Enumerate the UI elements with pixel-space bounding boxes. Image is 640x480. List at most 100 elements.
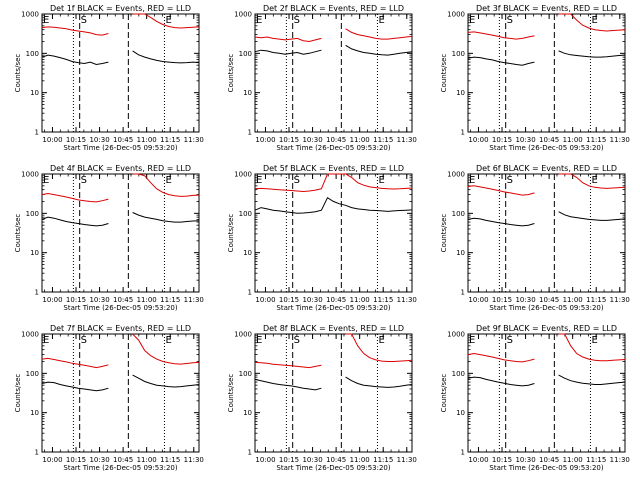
series-line-events-black	[41, 374, 200, 392]
plot-frame	[254, 333, 413, 453]
y-tick-label: 1	[35, 449, 39, 457]
panel-title: Det 3f BLACK = Events, RED = LLD	[476, 4, 617, 13]
x-tick-label: 10:15	[492, 456, 512, 464]
plot-frame	[41, 333, 200, 453]
series-line-lld-red	[254, 173, 413, 193]
detector-panel-2: Det 2f BLACK = Events, RED = LLD 1 10 100 10…	[227, 4, 417, 152]
y-tick-label: 100	[239, 370, 252, 378]
time-marker-label: E	[43, 175, 49, 186]
y-tick-label: 100	[26, 50, 39, 58]
x-tick-label: 11:15	[586, 136, 606, 144]
time-marker-label: E	[165, 15, 171, 26]
series-line-events-black	[467, 50, 626, 66]
x-tick-label: 10:15	[66, 296, 86, 304]
y-tick-label: 1000	[234, 331, 252, 339]
detector-panel-4: Det 4f BLACK = Events, RED = LLD 1 10 100 10…	[14, 164, 204, 312]
y-tick-label: 100	[26, 370, 39, 378]
x-axis-label: Start Time (26-Dec-05 09:53:20)	[276, 144, 390, 152]
y-tick-label: 10	[30, 89, 39, 97]
detector-panel-3: Det 3f BLACK = Events, RED = LLD 1 10 100 10…	[440, 4, 630, 152]
x-tick-label: 11:30	[184, 296, 204, 304]
series-line-events-black	[254, 376, 413, 391]
x-axis-label: Start Time (26-Dec-05 09:53:20)	[276, 464, 390, 472]
x-tick-label: 11:30	[610, 296, 630, 304]
x-tick-label: 10:15	[492, 296, 512, 304]
series-line-events-black	[467, 374, 626, 387]
y-axis-label: Counts/sec	[14, 54, 22, 93]
x-tick-label: 10:00	[42, 136, 62, 144]
plot-frame	[254, 173, 413, 293]
x-tick-label: 10:15	[66, 456, 86, 464]
detector-panel-5: Det 5f BLACK = Events, RED = LLD 1 10 100 10…	[227, 164, 417, 312]
x-tick-label: 11:15	[160, 136, 180, 144]
y-tick-label: 10	[243, 249, 252, 257]
y-tick-label: 1	[248, 289, 252, 297]
time-marker-label: S	[81, 335, 87, 346]
y-tick-label: 10	[243, 89, 252, 97]
detector-panel-6: Det 6f BLACK = Events, RED = LLD 1 10 100 10…	[440, 164, 630, 312]
y-tick-label: 1	[248, 129, 252, 137]
y-tick-label: 1000	[447, 331, 465, 339]
x-tick-label: 11:00	[563, 296, 583, 304]
y-tick-label: 100	[26, 210, 39, 218]
series-line-events-black	[41, 50, 200, 66]
x-tick-label: 11:00	[350, 136, 370, 144]
panel-title: Det 5f BLACK = Events, RED = LLD	[263, 164, 404, 173]
plot-frame	[467, 333, 626, 453]
y-tick-label: 1000	[234, 11, 252, 19]
panel-title: Det 2f BLACK = Events, RED = LLD	[263, 4, 404, 13]
x-tick-label: 10:30	[89, 296, 109, 304]
y-axis-label: Counts/sec	[14, 214, 22, 253]
x-axis-label: Start Time (26-Dec-05 09:53:20)	[63, 144, 177, 152]
x-tick-label: 10:00	[468, 136, 488, 144]
x-tick-label: 11:15	[586, 296, 606, 304]
series-line-events-black	[254, 44, 413, 56]
time-marker-label: S	[81, 175, 87, 186]
plot-frame	[254, 13, 413, 133]
series-line-lld-red	[41, 173, 200, 203]
time-marker-label: S	[294, 335, 300, 346]
x-tick-label: 10:15	[66, 136, 86, 144]
x-tick-label: 11:30	[610, 136, 630, 144]
y-axis-label: Counts/sec	[14, 374, 22, 413]
x-tick-label: 11:00	[137, 456, 157, 464]
x-tick-label: 11:15	[373, 136, 393, 144]
series-line-lld-red	[41, 13, 200, 36]
time-marker-label: S	[507, 15, 513, 26]
x-tick-label: 10:30	[302, 456, 322, 464]
x-axis-label: Start Time (26-Dec-05 09:53:20)	[489, 464, 603, 472]
x-tick-label: 11:00	[563, 136, 583, 144]
y-tick-label: 1000	[447, 171, 465, 179]
y-axis-label: Counts/sec	[227, 374, 235, 413]
plot-frame	[41, 13, 200, 133]
y-axis-label: Counts/sec	[227, 54, 235, 93]
detector-panel-9: Det 9f BLACK = Events, RED = LLD 1 10 100 10…	[440, 324, 630, 472]
y-axis-label: Counts/sec	[440, 374, 448, 413]
x-tick-label: 10:00	[468, 456, 488, 464]
time-marker-label: E	[256, 335, 262, 346]
y-tick-label: 1000	[447, 11, 465, 19]
x-tick-label: 11:30	[397, 296, 417, 304]
series-line-events-black	[41, 212, 200, 227]
time-marker-label: E	[43, 335, 49, 346]
detector-panel-1: Det 1f BLACK = Events, RED = LLD 1 10 100 10…	[14, 4, 204, 152]
x-tick-label: 11:15	[373, 296, 393, 304]
x-axis-label: Start Time (26-Dec-05 09:53:20)	[63, 304, 177, 312]
x-tick-label: 11:30	[610, 456, 630, 464]
y-tick-label: 10	[456, 249, 465, 257]
panel-title: Det 7f BLACK = Events, RED = LLD	[50, 324, 191, 333]
y-tick-label: 100	[239, 50, 252, 58]
y-tick-label: 1000	[21, 331, 39, 339]
series-line-lld-red	[467, 333, 626, 363]
x-tick-label: 10:00	[468, 296, 488, 304]
y-tick-label: 10	[456, 89, 465, 97]
x-tick-label: 10:45	[326, 456, 346, 464]
time-marker-label: E	[256, 175, 262, 186]
x-tick-label: 11:00	[563, 456, 583, 464]
x-tick-label: 11:00	[350, 296, 370, 304]
x-tick-label: 11:00	[350, 456, 370, 464]
y-tick-label: 100	[239, 210, 252, 218]
x-tick-label: 10:45	[113, 456, 133, 464]
y-tick-label: 1	[461, 289, 465, 297]
series-line-lld-red	[467, 173, 626, 196]
